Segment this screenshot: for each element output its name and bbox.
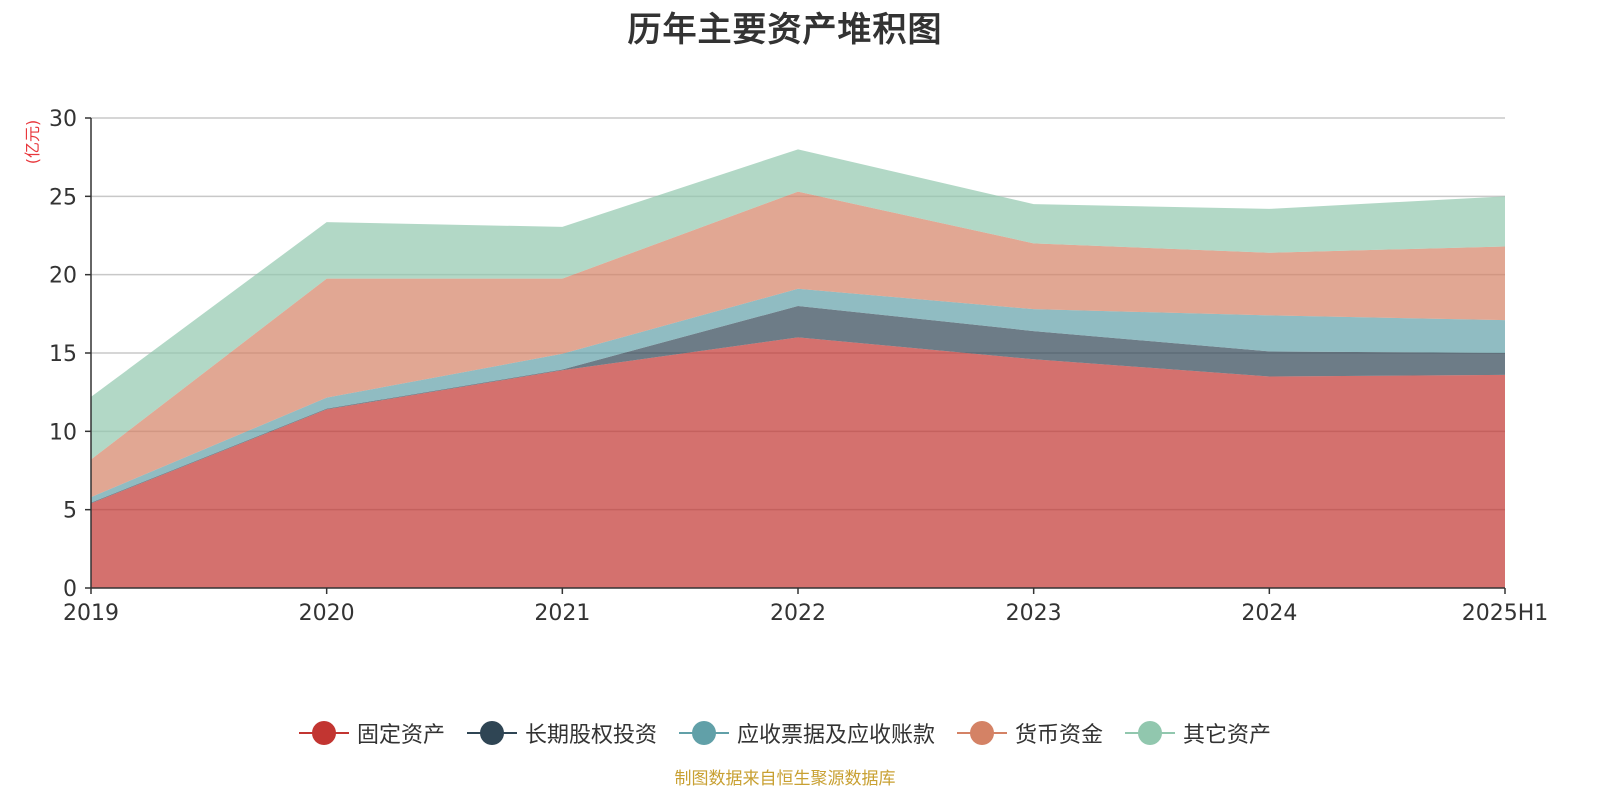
chart-title: 历年主要资产堆积图 (627, 10, 943, 50)
y-tick-label-20: 20 (49, 264, 77, 289)
legend-item-2[interactable]: 应收票据及应收账款 (678, 717, 935, 749)
area-series-1 (91, 306, 1505, 504)
x-tick-label-2020: 2020 (299, 601, 355, 626)
area-series-2 (91, 288, 1505, 503)
x-tick-label-2021: 2021 (534, 601, 590, 626)
chart-plot: 0 5 10 15 20 25 30 2019 2020 2021 2022 2023 2024 2025… (23, 107, 1548, 626)
legend-marker-icon (466, 720, 517, 746)
legend-marker-icon (1125, 720, 1176, 746)
legend-label: 长期股权投资 (524, 723, 657, 748)
x-tick-label-2023: 2023 (1006, 601, 1062, 626)
area-series-4 (91, 149, 1505, 460)
legend-item-3[interactable]: 货币资金 (957, 717, 1103, 749)
legend-item-0[interactable]: 固定资产 (298, 717, 445, 749)
x-tick-label-2019: 2019 (63, 601, 119, 626)
area-series-3 (91, 191, 1505, 498)
x-tick-label-2025H1: 2025H1 (1462, 601, 1549, 626)
legend-marker-icon (298, 720, 349, 746)
legend-label: 固定资产 (356, 723, 445, 748)
y-tick-label-25: 25 (49, 185, 77, 210)
y-tick-label-15: 15 (49, 342, 77, 367)
legend-marker-icon (957, 720, 1007, 746)
area-series-0 (91, 337, 1505, 588)
y-tick-label-30: 30 (49, 107, 77, 132)
legend: 固定资产 长期股权投资 应收票据及应收账款 货币资金 其它资产 (0, 717, 1570, 749)
legend-label: 应收票据及应收账款 (736, 723, 935, 748)
legend-item-4[interactable]: 其它资产 (1125, 717, 1271, 749)
legend-label: 货币资金 (1015, 723, 1104, 748)
legend-label: 其它资产 (1183, 723, 1272, 748)
source-note: 制图数据来自恒生聚源数据库 (674, 769, 896, 789)
y-tick-label-10: 10 (49, 420, 77, 445)
x-tick-label-2022: 2022 (770, 601, 826, 626)
y-axis-unit-label: (亿元) (23, 120, 42, 165)
x-tick-label-2024: 2024 (1241, 601, 1297, 626)
y-tick-label-0: 0 (63, 577, 77, 602)
axes: 0 5 10 15 20 25 30 2019 2020 2021 2022 2023 2024 2025… (49, 107, 1548, 626)
legend-marker-icon (678, 720, 729, 746)
area-series-group (91, 149, 1505, 588)
legend-item-1[interactable]: 长期股权投资 (466, 717, 657, 749)
y-tick-label-5: 5 (63, 499, 77, 524)
